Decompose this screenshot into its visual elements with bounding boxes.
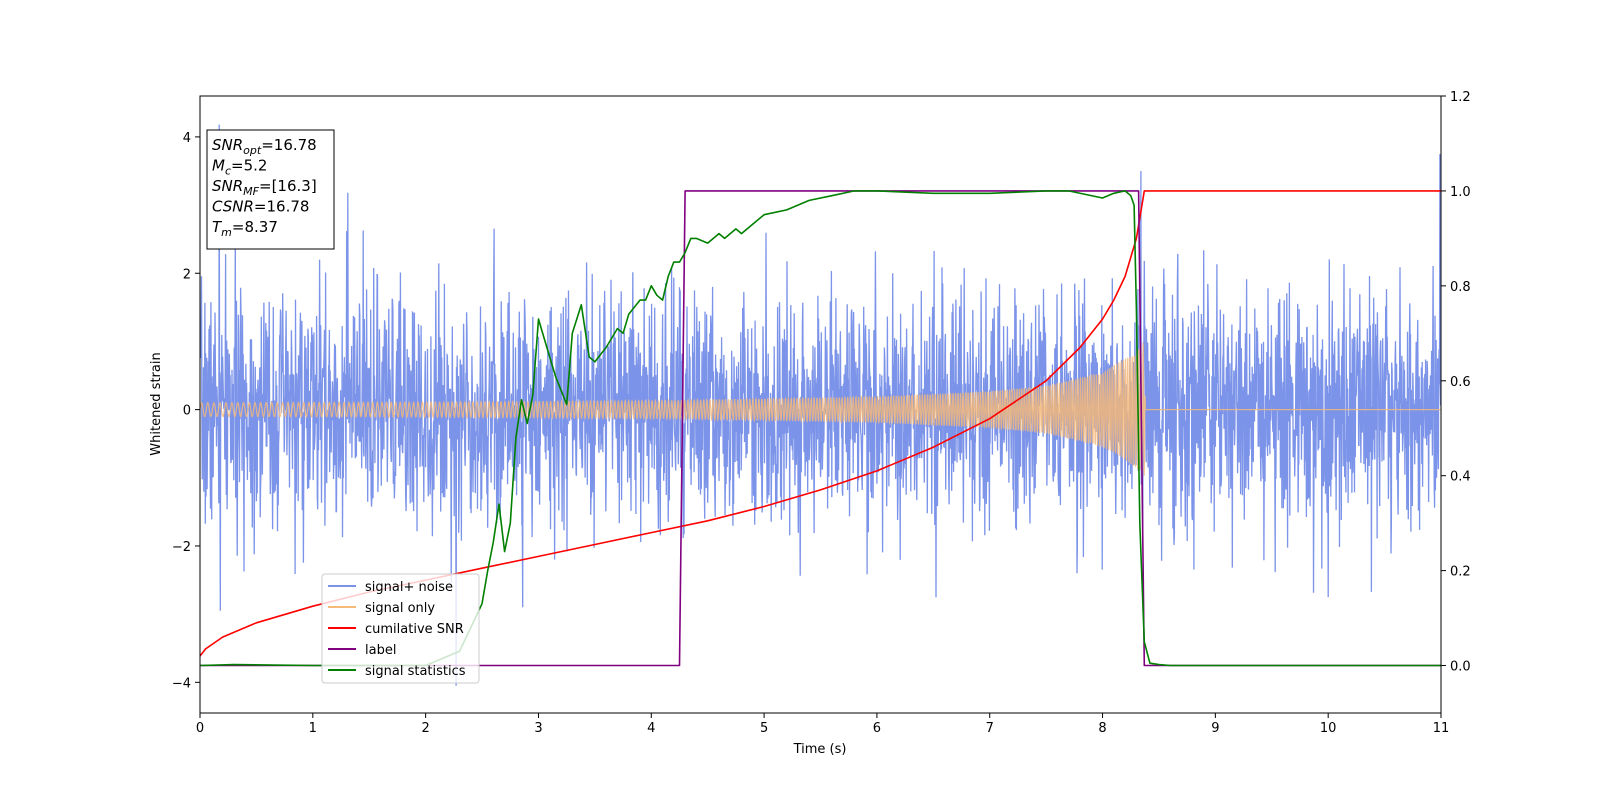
info-box-frame xyxy=(206,129,335,250)
info-value: =[16.3] xyxy=(259,177,317,195)
legend-frame xyxy=(321,573,480,684)
legend-entry: signal only xyxy=(365,601,435,616)
x-tick-label: 4 xyxy=(647,721,655,736)
info-value: =8.37 xyxy=(232,218,278,236)
info-symbol: CSNR xyxy=(212,198,254,216)
x-tick-label: 2 xyxy=(421,721,429,736)
info-subscript: opt xyxy=(243,144,262,157)
y-tick-label-left: 2 xyxy=(183,267,191,282)
series-signal-only xyxy=(200,342,1441,476)
y-tick-label-right: 1.0 xyxy=(1450,185,1471,200)
y-tick-label-left: 0 xyxy=(183,404,191,419)
x-tick-label: 1 xyxy=(309,721,317,736)
info-box-line: SNRMF=[16.3] xyxy=(212,177,317,198)
info-symbol: SNR xyxy=(212,177,243,195)
info-symbol: SNR xyxy=(212,136,243,154)
x-tick-label: 8 xyxy=(1098,721,1106,736)
info-symbol: T xyxy=(212,218,223,236)
info-box-line: Mc=5.2 xyxy=(212,157,267,178)
x-tick-label: 6 xyxy=(873,721,881,736)
info-subscript: m xyxy=(221,226,232,239)
y-axis-right-ticks: 0.0 0.2 0.4 0.6 0.8 1.0 1.2 xyxy=(1441,90,1471,675)
info-box-line: SNRopt=16.78 xyxy=(212,136,317,157)
x-tick-label: 0 xyxy=(196,721,204,736)
y-tick-label-right: 1.2 xyxy=(1450,90,1471,105)
legend-entry: cumilative SNR xyxy=(365,622,464,637)
info-value: =16.78 xyxy=(254,198,310,216)
x-tick-label: 5 xyxy=(760,721,768,736)
y-tick-label-left: 4 xyxy=(183,131,191,146)
y-tick-label-right: 0.6 xyxy=(1450,375,1471,390)
x-axis-label: Time (s) xyxy=(793,742,847,757)
legend-entry: label xyxy=(365,643,396,658)
info-box-line: Tm=8.37 xyxy=(212,218,278,239)
x-tick-label: 9 xyxy=(1211,721,1219,736)
x-tick-label: 3 xyxy=(534,721,542,736)
info-box-line: CSNR=16.78 xyxy=(212,198,309,216)
y-tick-label-right: 0.4 xyxy=(1450,470,1471,485)
y-tick-label-right: 0.8 xyxy=(1450,280,1471,295)
info-symbol: M xyxy=(212,157,225,175)
x-tick-label: 10 xyxy=(1320,721,1337,736)
y-tick-label-right: 0.2 xyxy=(1450,565,1471,580)
x-tick-label: 7 xyxy=(986,721,994,736)
info-value: =5.2 xyxy=(231,157,267,175)
y-axis-left-ticks: −4 −2 0 2 4 xyxy=(172,131,200,691)
series-signal-noise xyxy=(200,124,1441,686)
info-subscript: MF xyxy=(243,185,259,198)
legend-entry: signal statistics xyxy=(365,664,466,679)
info-subscript: c xyxy=(225,165,231,178)
x-tick-label: 11 xyxy=(1433,721,1450,736)
legend: signal+ noise signal only cumilative SNR la… xyxy=(321,573,480,684)
y-axis-label: Whitened strain xyxy=(149,352,164,455)
x-axis-ticks: 0 1 2 3 4 5 6 7 8 9 10 11 xyxy=(196,713,1449,736)
info-value: =16.78 xyxy=(261,136,317,154)
y-tick-label-left: −4 xyxy=(172,676,191,691)
series-signal-statistics xyxy=(200,190,1441,667)
y-tick-label-right: 0.0 xyxy=(1450,660,1471,675)
axes-frame xyxy=(199,95,1442,714)
legend-entry: signal+ noise xyxy=(365,580,453,595)
y-tick-label-left: −2 xyxy=(172,540,191,555)
info-box: SNRopt=16.78Mc=5.2SNRMF=[16.3]CSNR=16.78… xyxy=(206,129,335,250)
